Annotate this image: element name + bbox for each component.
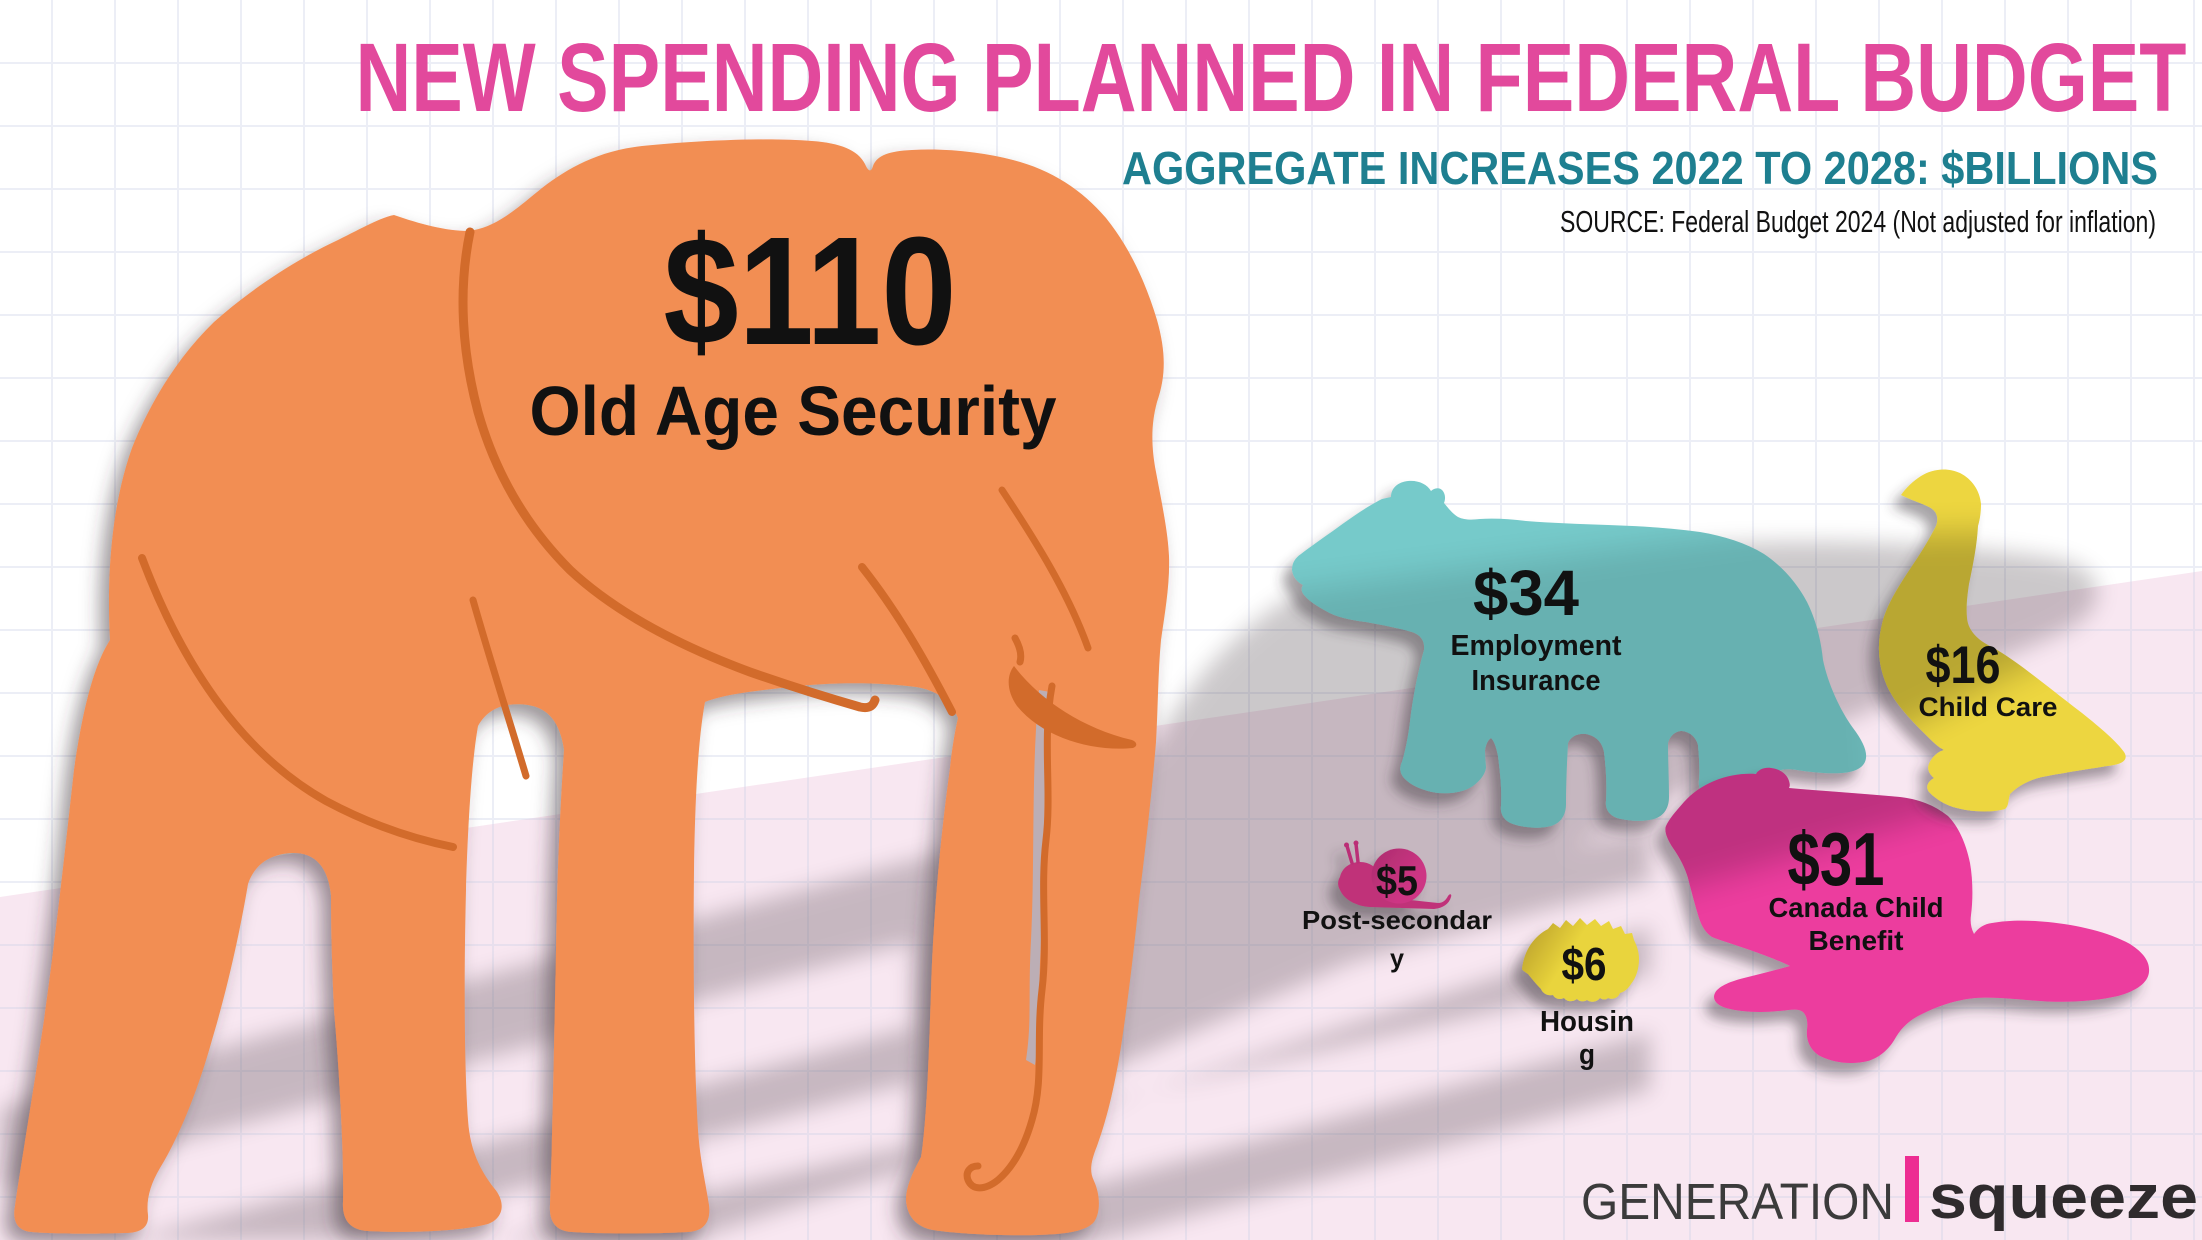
svg-text:$110: $110: [664, 205, 957, 377]
svg-text:Insurance: Insurance: [1472, 665, 1601, 697]
svg-text:$34: $34: [1473, 557, 1579, 629]
svg-text:g: g: [1579, 1039, 1595, 1071]
svg-text:$5: $5: [1376, 857, 1418, 904]
svg-text:squeeze: squeeze: [1929, 1163, 2198, 1232]
svg-text:Old Age Security: Old Age Security: [530, 372, 1057, 450]
svg-text:Child Care: Child Care: [1919, 692, 2058, 722]
svg-text:NEW SPENDING PLANNED IN FEDERA: NEW SPENDING PLANNED IN FEDERAL BUDGET: [356, 23, 2187, 132]
svg-text:Post-secondar: Post-secondar: [1302, 905, 1492, 935]
svg-text:Benefit: Benefit: [1809, 925, 1904, 956]
svg-text:Canada Child: Canada Child: [1769, 892, 1944, 923]
svg-text:AGGREGATE INCREASES 2022 TO 20: AGGREGATE INCREASES 2022 TO 2028: $BILLI…: [1122, 142, 2158, 194]
svg-text:$31: $31: [1788, 817, 1885, 901]
svg-text:Employment: Employment: [1451, 630, 1622, 662]
svg-text:$6: $6: [1562, 938, 1607, 990]
svg-text:$16: $16: [1926, 636, 2001, 695]
svg-text:Housin: Housin: [1540, 1006, 1634, 1038]
svg-text:y: y: [1390, 943, 1405, 973]
svg-text:SOURCE: Federal Budget 2024 (N: SOURCE: Federal Budget 2024 (Not adjuste…: [1560, 204, 2156, 239]
svg-text:GENERATION: GENERATION: [1581, 1173, 1894, 1230]
